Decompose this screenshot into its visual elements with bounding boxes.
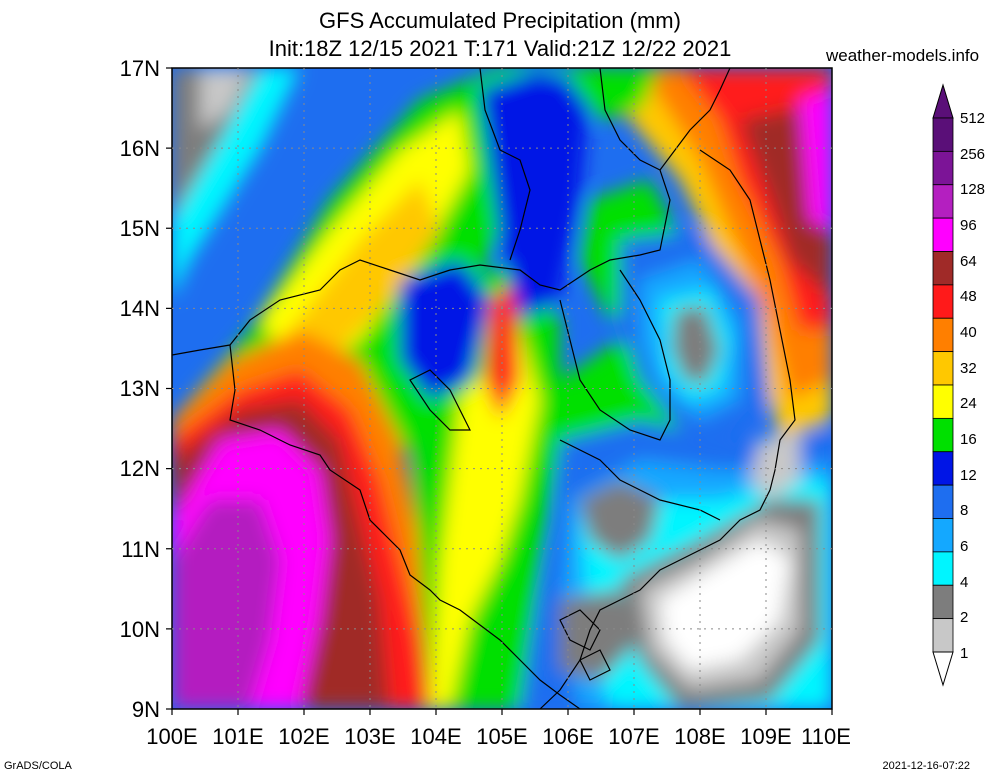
legend-label: 256 xyxy=(960,146,985,163)
lat-axis: 17N 16N 15N 14N 13N 12N 11N 10N 9N xyxy=(120,56,160,722)
lat-label: 11N xyxy=(121,537,160,562)
generated-timestamp: 2021-12-16-07:22 xyxy=(882,760,970,772)
legend-swatch xyxy=(932,351,954,386)
legend-label: 96 xyxy=(960,217,977,234)
legend-swatch xyxy=(932,217,954,252)
lon-label: 109E xyxy=(740,724,791,749)
lon-label: 104E xyxy=(410,724,461,749)
lon-label: 108E xyxy=(674,724,725,749)
lon-label: 110E xyxy=(801,724,851,749)
legend-label: 64 xyxy=(960,253,977,270)
legend-swatch xyxy=(932,584,954,620)
legend-swatch xyxy=(932,384,954,419)
axis-ticks xyxy=(166,67,833,715)
legend-label: 16 xyxy=(960,431,977,448)
lon-label: 100E xyxy=(146,724,197,749)
map-title: GFS Accumulated Precipitation (mm) xyxy=(319,8,681,33)
legend-label: 6 xyxy=(960,538,968,555)
legend-label: 24 xyxy=(960,395,977,412)
legend-label: 2 xyxy=(960,609,968,626)
legend-label: 32 xyxy=(960,360,977,377)
lat-label: 16N xyxy=(120,136,160,161)
legend-swatch xyxy=(932,618,954,653)
lat-label: 15N xyxy=(120,216,160,241)
software-credit: GrADS/COLA xyxy=(4,760,72,772)
legend-min-arrow xyxy=(932,651,954,687)
legend-swatch xyxy=(932,518,954,553)
legend-label: 40 xyxy=(960,324,977,341)
lat-label: 13N xyxy=(120,376,160,401)
lon-label: 101E xyxy=(212,724,263,749)
legend-swatch xyxy=(932,150,954,186)
legend-label: 12 xyxy=(960,467,977,484)
lat-label: 10N xyxy=(120,617,160,642)
lat-label: 9N xyxy=(132,697,160,722)
lon-axis: 100E 101E 102E 103E 104E 105E 106E 107E … xyxy=(146,724,851,749)
legend-label: 4 xyxy=(960,574,968,591)
legend-label: 1 xyxy=(960,645,968,662)
legend-swatch xyxy=(932,117,954,152)
precip-field xyxy=(172,68,832,709)
legend-swatch xyxy=(932,284,954,319)
legend-label: 8 xyxy=(960,502,968,519)
legend-swatch xyxy=(932,484,954,519)
lon-label: 106E xyxy=(542,724,593,749)
legend-label: 48 xyxy=(960,288,977,305)
legend-swatch xyxy=(932,417,954,453)
lon-label: 103E xyxy=(344,724,395,749)
legend-swatch xyxy=(932,317,954,353)
legend-label: 512 xyxy=(960,110,985,127)
map-subtitle: Init:18Z 12/15 2021 T:171 Valid:21Z 12/2… xyxy=(268,36,732,61)
lat-label: 17N xyxy=(120,56,160,81)
legend-swatch xyxy=(932,551,954,586)
lon-label: 105E xyxy=(476,724,527,749)
lat-label: 12N xyxy=(120,456,160,481)
lat-lon-grid xyxy=(172,68,832,709)
legend-swatch xyxy=(932,251,954,286)
lon-label: 102E xyxy=(278,724,329,749)
color-legend: 512 256 128 96 64 48 40 32 24 16 12 8 6 … xyxy=(932,83,985,687)
coastlines-borders xyxy=(172,68,796,709)
legend-swatch xyxy=(932,451,954,486)
legend-label: 128 xyxy=(960,181,985,198)
legend-swatch xyxy=(932,184,954,219)
legend-max-arrow xyxy=(932,83,954,119)
lat-label: 14N xyxy=(120,296,160,321)
lon-label: 107E xyxy=(608,724,659,749)
site-credit: weather-models.info xyxy=(826,46,980,65)
